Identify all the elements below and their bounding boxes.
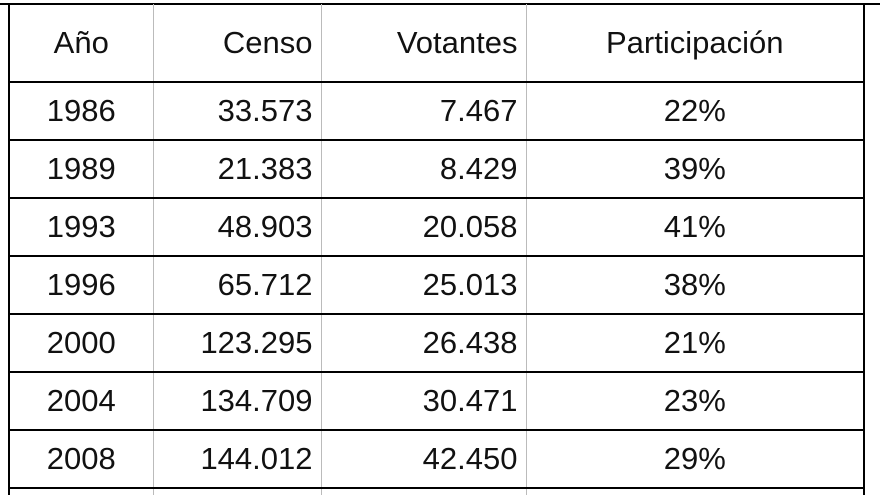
- table-row: 2000 123.295 26.438 21%: [8, 314, 865, 373]
- table-row: 1993 48.903 20.058 41%: [8, 198, 865, 257]
- table-cell: 1986: [8, 82, 154, 141]
- partial-row: [8, 488, 865, 495]
- table-row: 1996 65.712 25.013 38%: [8, 256, 865, 315]
- table-cell: 23%: [525, 372, 865, 431]
- table-cell: 26.438: [320, 314, 527, 373]
- table-row: 1989 21.383 8.429 39%: [8, 140, 865, 199]
- table-cell: 2008: [8, 430, 154, 489]
- table-cell: 41%: [525, 198, 865, 257]
- table-cell: 65.712: [152, 256, 322, 315]
- table-cell: 21.383: [152, 140, 322, 199]
- table-cell: 38%: [525, 256, 865, 315]
- table-cell: 48.903: [152, 198, 322, 257]
- table-cell: 39%: [525, 140, 865, 199]
- header-cell: Votantes: [320, 4, 527, 83]
- empty-cell: [152, 488, 322, 495]
- table-cell: 1993: [8, 198, 154, 257]
- table-cell: 134.709: [152, 372, 322, 431]
- table-cell: 8.429: [320, 140, 527, 199]
- table-cell: 2004: [8, 372, 154, 431]
- table-cell: 25.013: [320, 256, 527, 315]
- table-cell: 22%: [525, 82, 865, 141]
- table-cell: 21%: [525, 314, 865, 373]
- table-cell: 20.058: [320, 198, 527, 257]
- table-cell: 42.450: [320, 430, 527, 489]
- empty-cell: [525, 488, 865, 495]
- header-cell: Año: [8, 4, 154, 83]
- results-table: Año Censo Votantes Participación 1986 33.573…: [8, 4, 865, 495]
- table-cell: 29%: [525, 430, 865, 489]
- header-cell: Censo: [152, 4, 322, 83]
- empty-cell: [8, 488, 154, 495]
- table-cell: 123.295: [152, 314, 322, 373]
- table-cell: 30.471: [320, 372, 527, 431]
- header-cell: Participación: [525, 4, 865, 83]
- table-row: 1986 33.573 7.467 22%: [8, 82, 865, 141]
- table-row: 2004 134.709 30.471 23%: [8, 372, 865, 431]
- header-row: Año Censo Votantes Participación: [8, 4, 865, 83]
- table-cell: 1996: [8, 256, 154, 315]
- table-body: 1986 33.573 7.467 22% 1989 21.383 8.429 39% 1993…: [8, 82, 865, 489]
- table-cell: 7.467: [320, 82, 527, 141]
- table-row: 2008 144.012 42.450 29%: [8, 430, 865, 489]
- table-cell: 2000: [8, 314, 154, 373]
- table-cell: 33.573: [152, 82, 322, 141]
- table-cell: 144.012: [152, 430, 322, 489]
- empty-cell: [320, 488, 527, 495]
- table-cell: 1989: [8, 140, 154, 199]
